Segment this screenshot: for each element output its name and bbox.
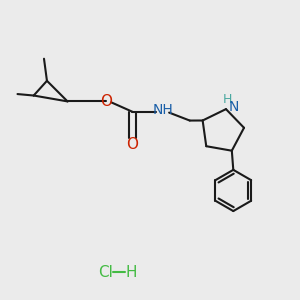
Text: H: H [125,265,136,280]
Text: O: O [100,94,112,109]
Text: O: O [126,137,138,152]
Text: H: H [223,93,232,106]
Text: N: N [228,100,238,114]
Text: NH: NH [153,103,174,117]
Text: Cl: Cl [98,265,113,280]
